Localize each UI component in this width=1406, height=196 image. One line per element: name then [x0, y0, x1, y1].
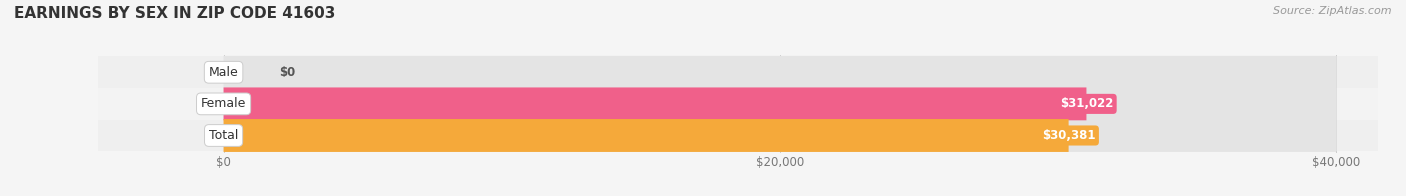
Text: $31,022: $31,022: [1060, 97, 1114, 110]
Text: $30,381: $30,381: [1042, 129, 1095, 142]
FancyBboxPatch shape: [224, 119, 1336, 152]
Text: $0: $0: [280, 66, 295, 79]
Bar: [98, 88, 1378, 120]
FancyBboxPatch shape: [224, 87, 1087, 120]
FancyBboxPatch shape: [224, 87, 1336, 120]
Text: Source: ZipAtlas.com: Source: ZipAtlas.com: [1274, 6, 1392, 16]
Bar: [98, 56, 1378, 88]
Text: Male: Male: [208, 66, 239, 79]
Bar: [98, 120, 1378, 151]
Text: Total: Total: [209, 129, 238, 142]
Text: Female: Female: [201, 97, 246, 110]
FancyBboxPatch shape: [224, 56, 1336, 89]
Text: EARNINGS BY SEX IN ZIP CODE 41603: EARNINGS BY SEX IN ZIP CODE 41603: [14, 6, 336, 21]
FancyBboxPatch shape: [224, 119, 1069, 152]
